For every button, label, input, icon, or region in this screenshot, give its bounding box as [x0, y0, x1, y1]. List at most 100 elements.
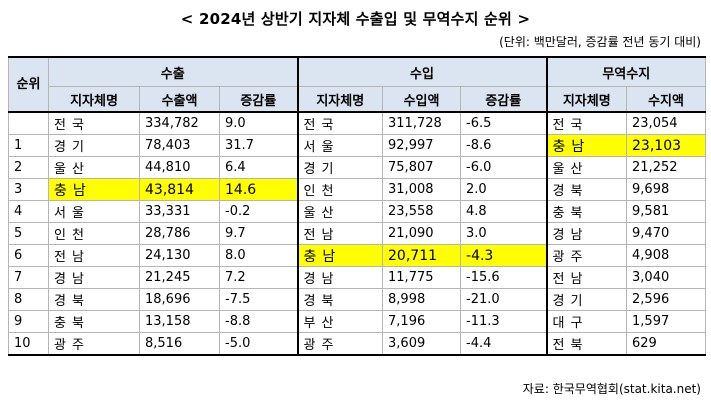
balance-region-header: 지자체명	[545, 86, 628, 113]
rank-cell: 2	[8, 156, 49, 179]
import-change-cell: -11.3	[460, 310, 548, 333]
import-change-cell: -4.4	[460, 332, 548, 356]
import-value-cell: 31,008	[382, 178, 462, 201]
rank-cell: 5	[8, 222, 49, 245]
import-change-cell: -15.6	[460, 266, 548, 289]
import-region-cell: 부산	[296, 310, 384, 333]
export-change-cell: 9.7	[218, 222, 299, 245]
export-change-cell-highlight: 14.6	[218, 178, 299, 201]
import-region-cell: 울산	[296, 200, 384, 223]
import-change-cell: -6.0	[460, 156, 548, 179]
balance-region-cell: 전남	[545, 266, 628, 289]
export-change-cell: 6.4	[218, 156, 299, 179]
table-row: 9 충북 13,158 -8.8 부산 7,196 -11.3 대구 1,597	[8, 310, 707, 333]
balance-region-cell: 울산	[545, 156, 628, 179]
rank-cell: 7	[8, 266, 49, 289]
unit-note: (단위: 백만달러, 증감률 전년 동기 대비)	[499, 35, 701, 49]
export-change-cell: -0.2	[218, 200, 299, 223]
rank-cell: 3	[8, 178, 49, 201]
import-region-cell: 인천	[296, 178, 384, 201]
export-region-cell: 전국	[48, 111, 140, 135]
import-change-header: 증감률	[460, 86, 548, 113]
export-change-cell: 7.2	[218, 266, 299, 289]
ranking-table: 순위 수출 수입 무역수지 지자체명 수출액 증감률 지자체명 수입액 증감률 …	[8, 56, 707, 356]
table-row: 1 경기 78,403 31.7 서울 92,997 -8.6 충남 23,10…	[8, 134, 707, 157]
balance-value-cell: 1,597	[626, 310, 707, 333]
export-region-header: 지자체명	[48, 86, 140, 113]
export-change-cell: -7.5	[218, 288, 299, 311]
export-value-cell: 44,810	[139, 156, 220, 179]
balance-region-cell: 경남	[545, 222, 628, 245]
import-region-cell-highlight: 충남	[296, 244, 384, 267]
export-region-cell: 인천	[48, 222, 140, 245]
export-value-cell: 24,130	[139, 244, 220, 267]
rank-cell: 9	[8, 310, 49, 333]
export-value-cell: 18,696	[139, 288, 220, 311]
export-change-cell: -5.0	[218, 332, 299, 356]
export-region-cell-highlight: 충남	[48, 178, 140, 201]
import-region-cell: 경북	[296, 288, 384, 311]
table-row: 7 경남 21,245 7.2 경남 11,775 -15.6 전남 3,040	[8, 266, 707, 289]
export-region-cell: 울산	[48, 156, 140, 179]
export-value-cell: 334,782	[139, 111, 220, 135]
import-region-cell: 경기	[296, 156, 384, 179]
export-region-cell: 충북	[48, 310, 140, 333]
balance-region-cell: 전북	[545, 332, 628, 356]
import-region-cell: 광주	[296, 332, 384, 356]
balance-region-cell: 충북	[545, 200, 628, 223]
export-value-cell: 78,403	[139, 134, 220, 157]
rank-cell: 6	[8, 244, 49, 267]
import-region-cell: 서울	[296, 134, 384, 157]
table-row: 5 인천 28,786 9.7 전남 21,090 3.0 경남 9,470	[8, 222, 707, 245]
import-amount-header: 수입액	[382, 86, 462, 113]
balance-region-cell: 경기	[545, 288, 628, 311]
export-region-cell: 경남	[48, 266, 140, 289]
import-value-cell-highlight: 20,711	[382, 244, 462, 267]
balance-region-cell: 전국	[545, 111, 628, 135]
export-change-cell: -8.8	[218, 310, 299, 333]
import-value-cell: 11,775	[382, 266, 462, 289]
import-value-cell: 3,609	[382, 332, 462, 356]
rank-cell: 1	[8, 134, 49, 157]
export-region-cell: 전남	[48, 244, 140, 267]
balance-value-cell: 629	[626, 332, 707, 356]
balance-value-cell: 9,470	[626, 222, 707, 245]
export-value-cell: 28,786	[139, 222, 220, 245]
table-row: 3 충남 43,814 14.6 인천 31,008 2.0 경북 9,698	[8, 178, 707, 201]
import-value-cell: 7,196	[382, 310, 462, 333]
balance-value-cell: 21,252	[626, 156, 707, 179]
import-change-cell-highlight: -4.3	[460, 244, 548, 267]
export-value-cell-highlight: 43,814	[139, 178, 220, 201]
table-row: 6 전남 24,130 8.0 충남 20,711 -4.3 광주 4,908	[8, 244, 707, 267]
import-region-header: 지자체명	[296, 86, 384, 113]
import-change-cell: -21.0	[460, 288, 548, 311]
balance-value-cell: 2,596	[626, 288, 707, 311]
export-value-cell: 13,158	[139, 310, 220, 333]
balance-amount-header: 수지액	[626, 86, 707, 113]
import-value-cell: 21,090	[382, 222, 462, 245]
balance-region-cell: 경북	[545, 178, 628, 201]
export-value-cell: 33,331	[139, 200, 220, 223]
import-region-cell: 전국	[296, 111, 384, 135]
balance-value-cell-highlight: 23,103	[626, 134, 707, 157]
import-change-cell: 2.0	[460, 178, 548, 201]
export-change-cell: 9.0	[218, 111, 299, 135]
export-change-header: 증감률	[218, 86, 299, 113]
import-change-cell: -6.5	[460, 111, 548, 135]
export-change-cell: 8.0	[218, 244, 299, 267]
rank-header: 순위	[8, 56, 49, 113]
export-value-cell: 21,245	[139, 266, 220, 289]
import-change-cell: 4.8	[460, 200, 548, 223]
balance-region-cell: 광주	[545, 244, 628, 267]
balance-value-cell: 3,040	[626, 266, 707, 289]
export-change-cell: 31.7	[218, 134, 299, 157]
export-value-cell: 8,516	[139, 332, 220, 356]
import-value-cell: 23,558	[382, 200, 462, 223]
import-region-cell: 경남	[296, 266, 384, 289]
import-region-cell: 전남	[296, 222, 384, 245]
table-row: 2 울산 44,810 6.4 경기 75,807 -6.0 울산 21,252	[8, 156, 707, 179]
balance-region-cell: 대구	[545, 310, 628, 333]
table-row-total: 전국 334,782 9.0 전국 311,728 -6.5 전국 23,054	[8, 111, 707, 135]
table-row: 4 서울 33,331 -0.2 울산 23,558 4.8 충북 9,581	[8, 200, 707, 223]
